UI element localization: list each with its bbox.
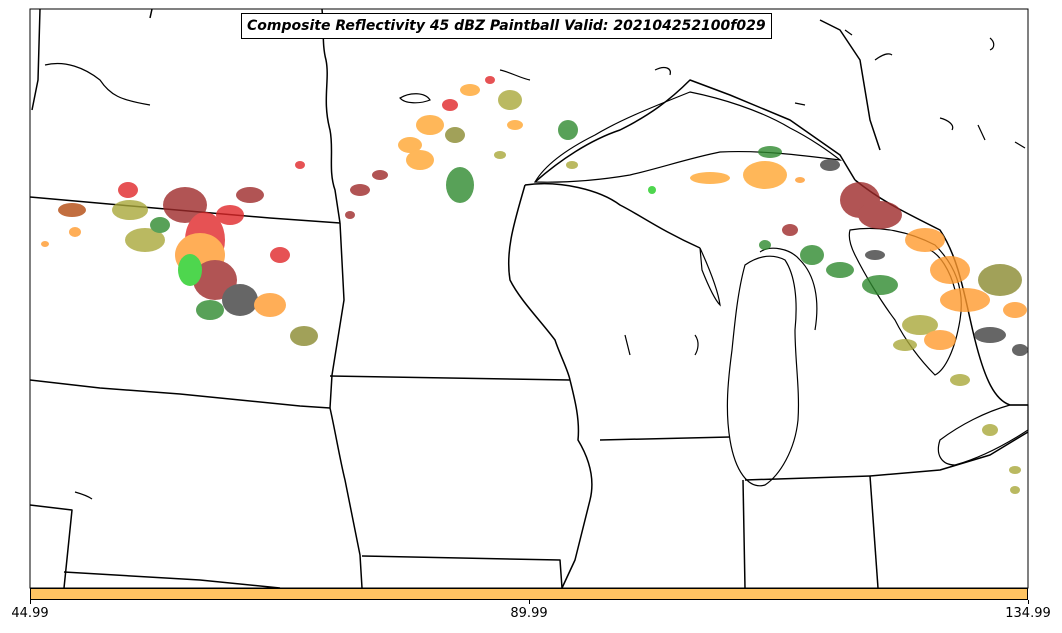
colorbar-tick-label: 89.99 [510, 606, 548, 621]
precip-cells-michigan [558, 120, 1028, 494]
colorbar-tick-label: 44.99 [11, 606, 49, 621]
coastlines [44, 29, 1029, 500]
map-title: Composite Reflectivity 45 dBZ Paintball … [241, 13, 772, 39]
colorbar-tick [1027, 600, 1029, 604]
colorbar-tick [528, 600, 530, 604]
colorbar [30, 588, 1028, 600]
colorbar-tick-label: 134.99 [1005, 606, 1051, 621]
precip-cells-minnesota [345, 76, 523, 219]
colorbar-tick [29, 600, 31, 604]
precip-cells-dakota [41, 161, 318, 346]
